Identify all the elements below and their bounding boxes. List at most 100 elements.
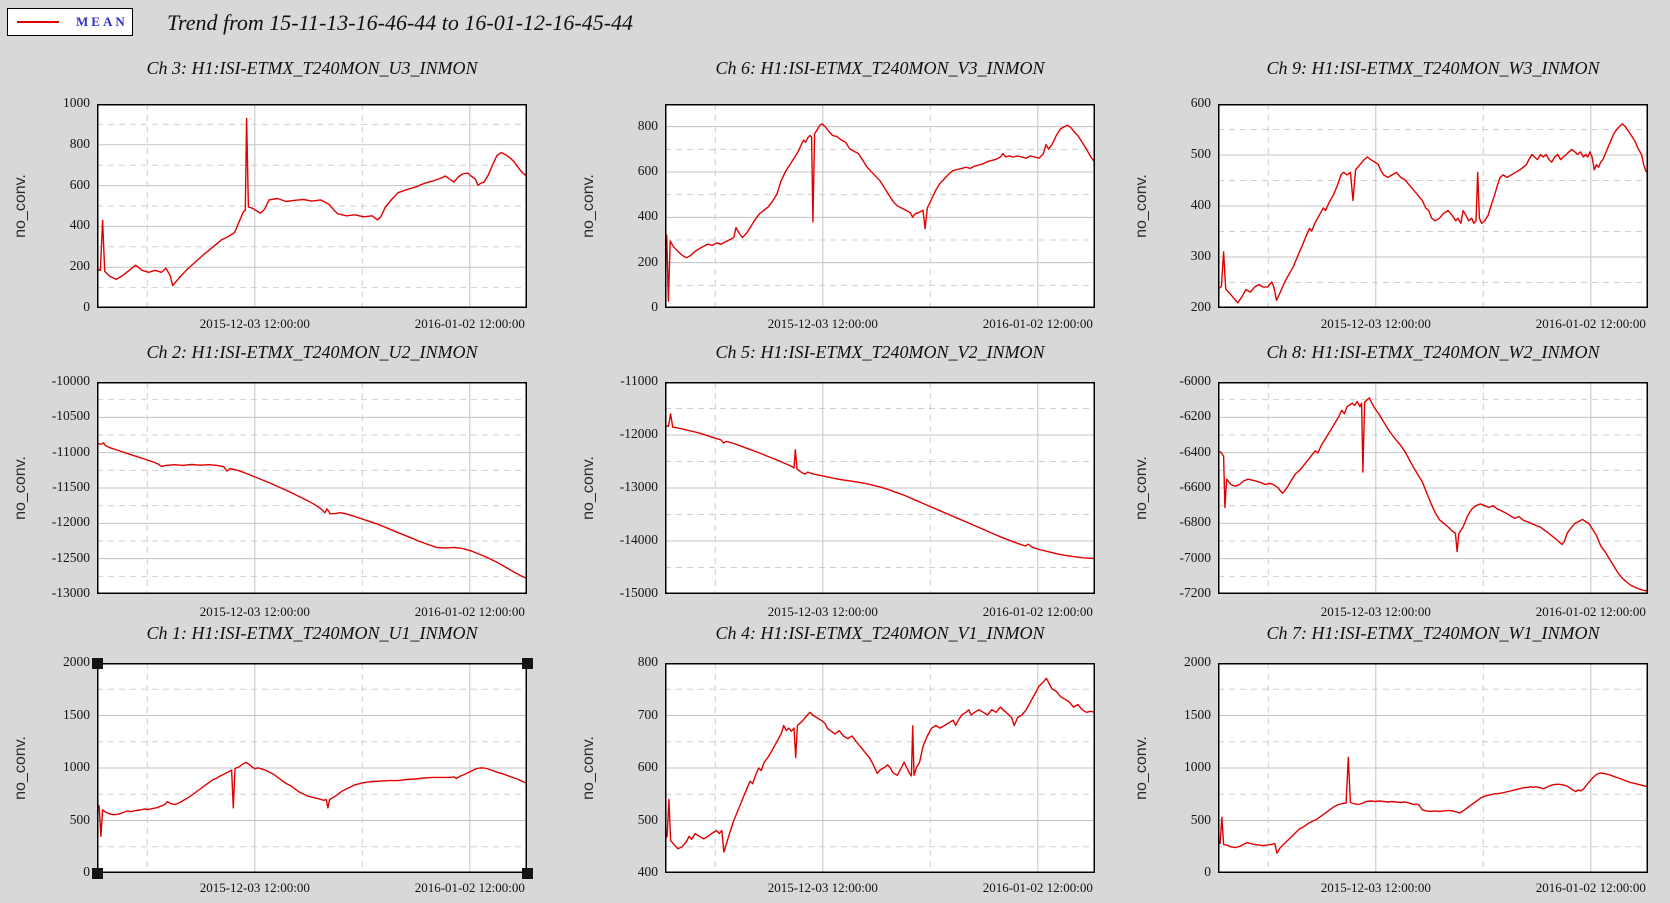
x-tick-label: 2015-12-03 12:00:00 (199, 880, 310, 895)
y-tick-label: 400 (69, 217, 90, 233)
y-axis-label: no_conv. (580, 174, 597, 238)
y-tick-label: 400 (637, 208, 658, 224)
x-tick-label: 2015-12-03 12:00:00 (199, 316, 310, 331)
y-tick-label: 1000 (63, 759, 90, 774)
y-tick-label: 300 (1190, 248, 1211, 263)
x-tick-label: 2015-12-03 12:00:00 (1320, 316, 1431, 331)
chart-title: Ch 9: H1:ISI-ETMX_T240MON_W3_INMON (1266, 58, 1600, 78)
y-tick-label: -13000 (619, 479, 658, 494)
trend-line-mean (1218, 756, 1648, 854)
y-tick-label: -12500 (51, 549, 90, 565)
trend-line-mean (665, 413, 1095, 560)
y-tick-label: 700 (637, 706, 658, 722)
plot-area[interactable] (665, 663, 1095, 873)
selection-handle-top-right[interactable] (522, 658, 533, 669)
plot-area[interactable] (97, 663, 527, 873)
trend-line-mean (1218, 123, 1648, 304)
chart-title: Ch 3: H1:ISI-ETMX_T240MON_U3_INMON (146, 58, 478, 78)
y-tick-label: 0 (83, 299, 90, 314)
x-tick-label: 2016-01-02 12:00:00 (414, 316, 525, 331)
y-tick-label: -6600 (1179, 479, 1212, 494)
y-tick-label: 600 (637, 759, 658, 774)
chart-title: Ch 4: H1:ISI-ETMX_T240MON_V1_INMON (715, 623, 1045, 643)
y-tick-label: -7000 (1179, 549, 1212, 565)
page-title: Trend from 15-11-13-16-46-44 to 16-01-12… (167, 10, 634, 35)
x-tick-label: 2015-12-03 12:00:00 (767, 880, 878, 895)
x-tick-label: 2016-01-02 12:00:00 (414, 604, 525, 619)
y-tick-label: 600 (69, 176, 90, 192)
y-tick-label: -15000 (619, 585, 658, 600)
plot-area[interactable] (665, 104, 1095, 308)
x-tick-label: 2016-01-02 12:00:00 (982, 604, 1093, 619)
selection-handle-top-left[interactable] (92, 658, 103, 669)
y-tick-label: -6800 (1179, 514, 1212, 530)
trend-line-mean (665, 677, 1095, 853)
x-tick-label: 2016-01-02 12:00:00 (1535, 316, 1646, 331)
legend-series-label: MEAN (76, 14, 128, 29)
y-tick-label: 500 (637, 811, 658, 827)
y-tick-label: -11500 (52, 479, 90, 494)
x-tick-label: 2016-01-02 12:00:00 (982, 880, 1093, 895)
y-tick-label: 200 (69, 258, 90, 274)
selection-handle-bottom-right[interactable] (522, 868, 533, 879)
trend-line-mean (97, 117, 527, 287)
y-tick-label: 800 (637, 654, 658, 669)
x-tick-label: 2016-01-02 12:00:00 (414, 880, 525, 895)
y-tick-label: -10500 (51, 408, 90, 424)
legend-line-sample (17, 21, 59, 23)
chart-title: Ch 2: H1:ISI-ETMX_T240MON_U2_INMON (146, 342, 478, 362)
trend-line-mean (97, 442, 527, 580)
y-tick-label: -6000 (1179, 373, 1212, 388)
y-tick-label: 2000 (1184, 654, 1211, 669)
y-tick-label: 200 (1190, 299, 1211, 314)
x-tick-label: 2016-01-02 12:00:00 (982, 316, 1093, 331)
trend-line-mean (97, 761, 527, 838)
x-tick-label: 2015-12-03 12:00:00 (1320, 604, 1431, 619)
y-tick-label: -13000 (51, 585, 90, 600)
chart-title: Ch 7: H1:ISI-ETMX_T240MON_W1_INMON (1266, 623, 1600, 643)
y-tick-label: 1500 (63, 706, 90, 722)
plot-area[interactable] (1218, 104, 1648, 308)
y-tick-label: 1000 (1184, 759, 1211, 774)
chart-title: Ch 8: H1:ISI-ETMX_T240MON_W2_INMON (1266, 342, 1600, 362)
y-tick-label: -6400 (1179, 443, 1212, 459)
selection-handle-bottom-left[interactable] (92, 868, 103, 879)
plot-area[interactable] (1218, 382, 1648, 594)
legend-box: MEAN (7, 8, 133, 36)
plot-area[interactable] (665, 382, 1095, 594)
y-tick-label: -12000 (619, 426, 658, 441)
y-tick-label: 800 (69, 135, 90, 151)
x-tick-label: 2015-12-03 12:00:00 (767, 316, 878, 331)
y-tick-label: 400 (1190, 197, 1211, 212)
chart-title: Ch 5: H1:ISI-ETMX_T240MON_V2_INMON (715, 342, 1045, 362)
x-tick-label: 2015-12-03 12:00:00 (767, 604, 878, 619)
y-tick-label: 2000 (63, 654, 90, 669)
y-tick-label: 0 (83, 864, 90, 879)
plot-area[interactable] (97, 104, 527, 308)
y-tick-label: 1500 (1184, 706, 1211, 722)
x-tick-label: 2015-12-03 12:00:00 (1320, 880, 1431, 895)
y-tick-label: 1000 (63, 95, 90, 110)
trend-line-mean (665, 123, 1095, 302)
y-tick-label: 0 (651, 299, 658, 314)
y-tick-label: 500 (1190, 146, 1211, 161)
y-tick-label: 400 (637, 864, 658, 879)
y-tick-label: -11000 (620, 373, 658, 388)
y-tick-label: 0 (1204, 864, 1211, 879)
y-tick-label: 600 (637, 163, 658, 178)
chart-title: Ch 1: H1:ISI-ETMX_T240MON_U1_INMON (146, 623, 478, 643)
y-tick-label: -7200 (1179, 585, 1212, 600)
y-tick-label: -14000 (619, 532, 658, 547)
y-tick-label: -12000 (51, 514, 90, 530)
y-tick-label: 500 (69, 811, 90, 827)
y-tick-label: 600 (1190, 95, 1211, 110)
y-tick-label: 500 (1190, 811, 1211, 827)
plot-area[interactable] (97, 382, 527, 594)
y-tick-label: 200 (637, 253, 658, 269)
y-tick-label: 800 (637, 117, 658, 133)
x-tick-label: 2016-01-02 12:00:00 (1535, 880, 1646, 895)
y-tick-label: -11000 (52, 443, 90, 459)
plot-area[interactable] (1218, 663, 1648, 873)
trend-line-mean (1218, 397, 1648, 592)
